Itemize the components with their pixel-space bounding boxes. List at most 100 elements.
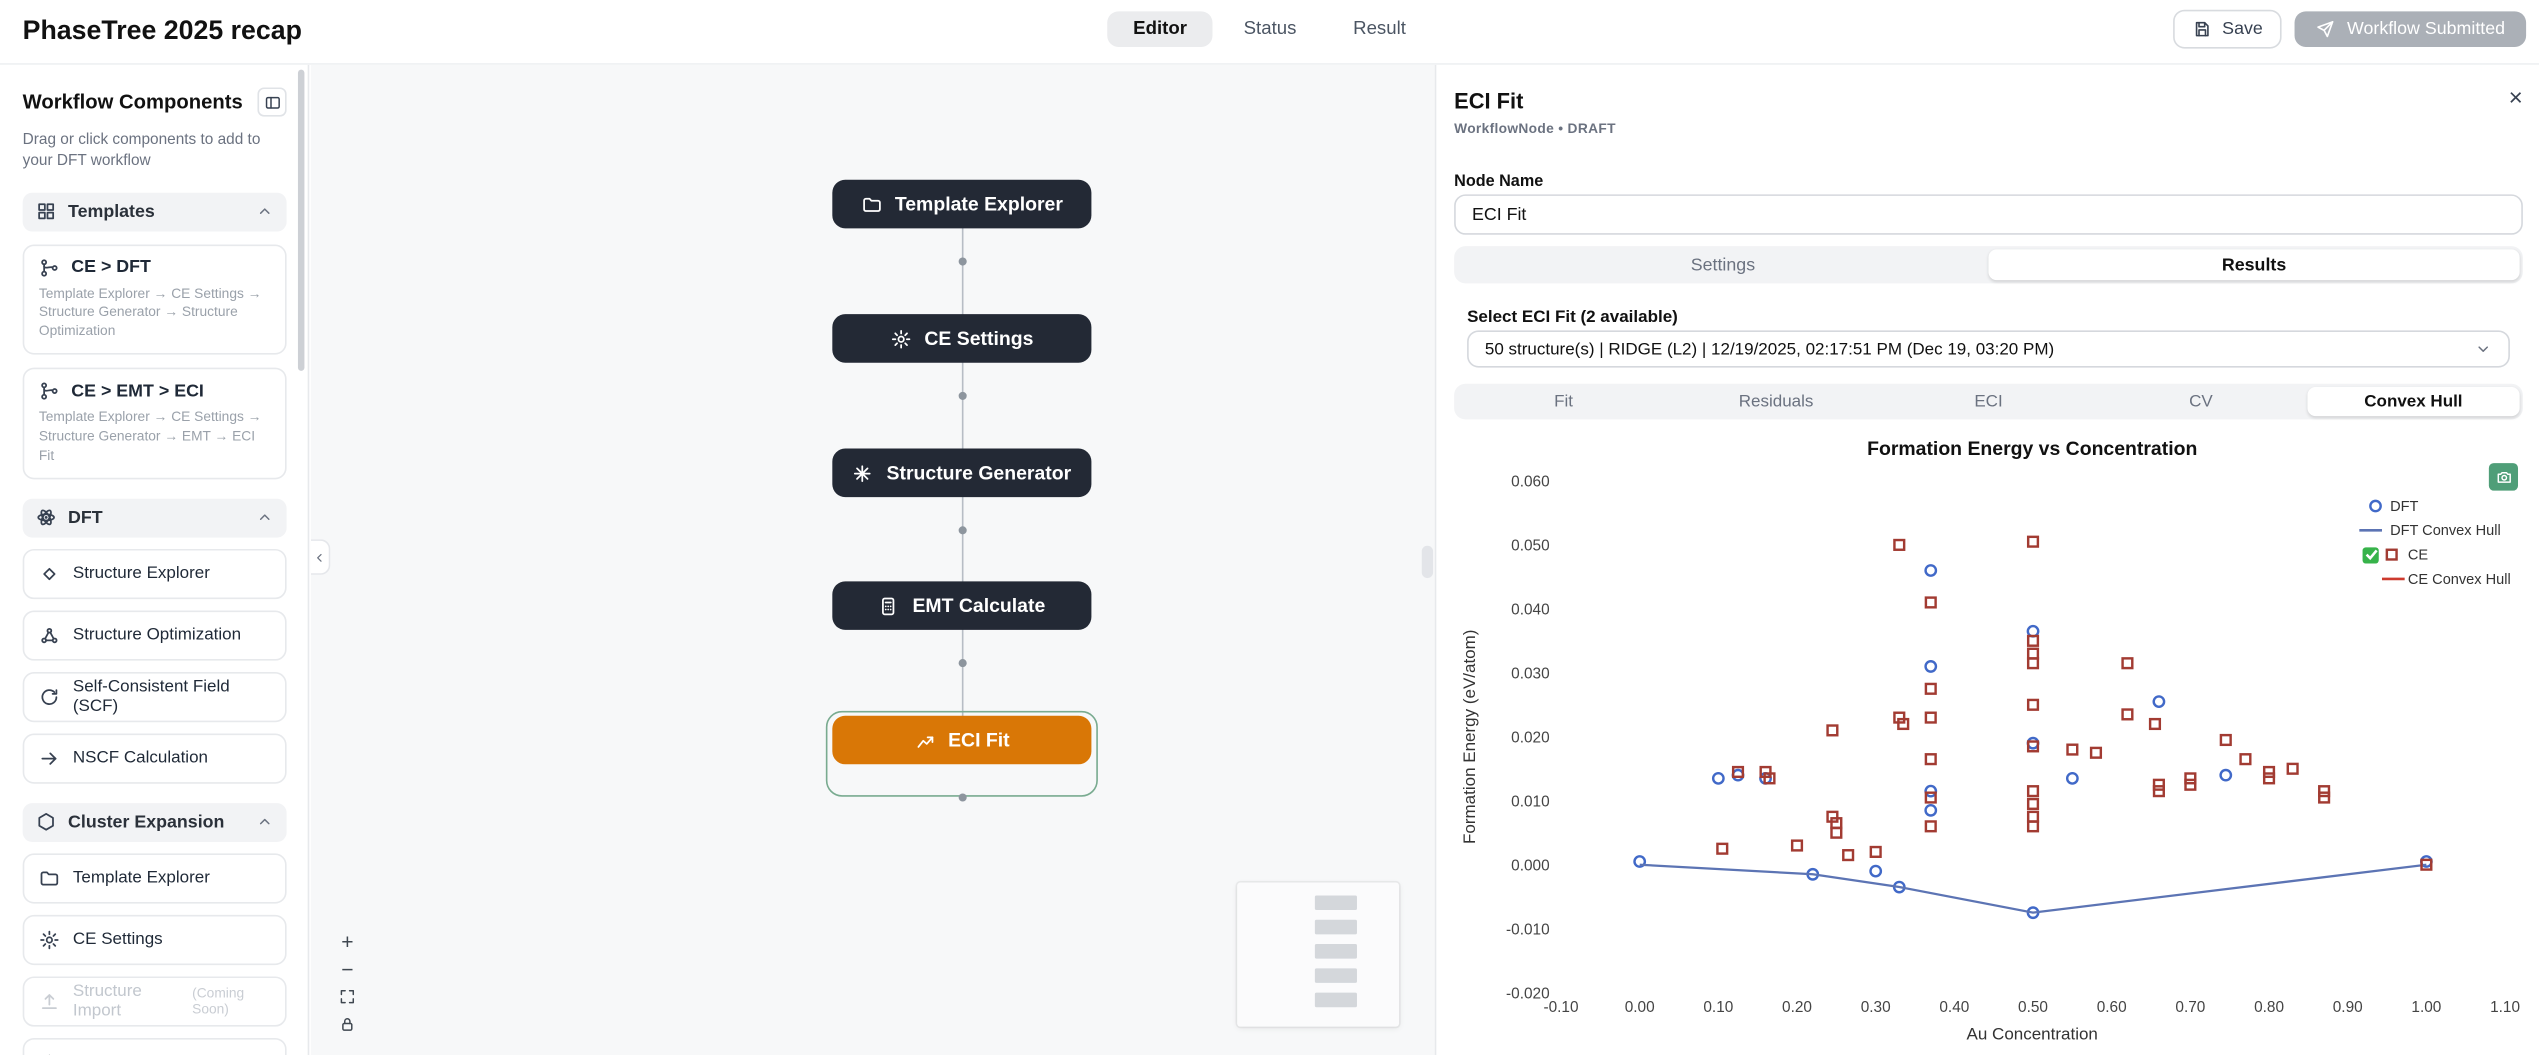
component-item-self-consistent-field-scf[interactable]: Self-Consistent Field (SCF) — [22, 671, 287, 723]
formation-energy-chart[interactable]: Formation Energy vs Concentration -0.10 0.… — [1436, 429, 2539, 1055]
dft-point — [1924, 660, 1938, 673]
component-item-structure-generator[interactable]: Structure Generator — [22, 1037, 287, 1055]
legend-label: DFT — [2390, 499, 2418, 515]
download-plot-button[interactable] — [2488, 463, 2519, 491]
tab-result[interactable]: Result — [1353, 19, 1406, 39]
template-card-ce-emt-eci[interactable]: CE > EMT > ECI Template Explorer → CE Set… — [22, 368, 287, 480]
template-card-ce-dft[interactable]: CE > DFT Template Explorer → CE Settings … — [22, 243, 287, 356]
component-item-structure-explorer[interactable]: Structure Explorer — [22, 548, 287, 600]
save-icon — [2193, 19, 2212, 38]
workflow-canvas[interactable]: + − Template Explorer CE Settings Structur… — [310, 64, 1435, 1055]
tab-status[interactable]: Status — [1243, 19, 1297, 39]
node-handle[interactable] — [958, 659, 967, 668]
ce-point — [1897, 717, 1910, 731]
workflow-submitted-button[interactable]: Workflow Submitted — [2295, 11, 2527, 47]
save-button[interactable]: Save — [2173, 9, 2283, 49]
workflow-node-eci-fit[interactable]: ECI Fit — [832, 715, 1092, 765]
result-tab-fit[interactable]: Fit — [1554, 391, 1574, 412]
result-tab-convex-hull[interactable]: Convex Hull — [2307, 387, 2520, 417]
ce-point — [1924, 753, 1937, 766]
section-header-templates[interactable]: Templates — [22, 192, 287, 231]
inspector-tabs: Settings Results — [1454, 246, 2523, 284]
sidebar-collapse-button[interactable] — [257, 87, 287, 117]
ce-point — [1924, 820, 1937, 833]
zoom-out-button[interactable]: − — [334, 957, 362, 980]
template-card-label: CE > DFT — [71, 257, 151, 278]
inspector-tab-settings[interactable]: Settings — [1690, 255, 1756, 275]
view-tabs: Editor Status Result — [1107, 11, 1432, 47]
component-item-ce-settings[interactable]: CE Settings — [22, 914, 287, 966]
workflow-node-structure-generator[interactable]: Structure Generator — [832, 448, 1092, 498]
dft-point — [1869, 864, 1883, 878]
fit-view-icon — [338, 987, 356, 1005]
ce-point — [2318, 785, 2331, 798]
ce-point — [2184, 772, 2197, 785]
ce-point — [2026, 820, 2040, 833]
zoom-in-button[interactable]: + — [334, 929, 362, 952]
chart-icon — [914, 729, 935, 750]
workflow-node-emt-calculate[interactable]: EMT Calculate — [832, 581, 1092, 630]
canvas-sidebar-toggle[interactable] — [310, 539, 331, 575]
ce-point — [2184, 778, 2197, 791]
minimap-node — [1314, 919, 1357, 935]
node-name-input[interactable] — [1454, 194, 2523, 235]
workflow-node-ce-settings[interactable]: CE Settings — [832, 314, 1092, 363]
node-handle[interactable] — [958, 391, 967, 400]
panel-resize-handle[interactable] — [1421, 545, 1434, 579]
close-button[interactable]: × — [2509, 84, 2523, 112]
legend-label: DFT Convex Hull — [2390, 523, 2501, 539]
legend-label: CE Convex Hull — [2408, 572, 2511, 588]
minimap-node — [1314, 968, 1357, 983]
node-handle[interactable] — [958, 526, 967, 535]
legend-checkbox — [2362, 547, 2379, 564]
component-item-template-explorer[interactable]: Template Explorer — [22, 853, 287, 904]
inspector-title: ECI Fit — [1454, 89, 1524, 114]
ce-point — [2262, 765, 2276, 779]
result-tab-cv[interactable]: CV — [2189, 391, 2213, 412]
canvas-controls: + − — [334, 929, 362, 1034]
result-tab-eci[interactable]: ECI — [1974, 391, 2003, 412]
section-header-dft[interactable]: DFT — [22, 498, 287, 538]
template-card-description: Template Explorer → CE Settings → Struct… — [38, 284, 262, 340]
node-handle[interactable] — [958, 793, 967, 802]
ce-point — [1763, 772, 1776, 785]
component-item-label: Structure Explorer — [72, 564, 210, 584]
calculator-icon — [878, 595, 899, 616]
chart-container: Formation Energy vs Concentration -0.10 0.… — [1436, 429, 2539, 1055]
ce-point — [2026, 785, 2040, 798]
eci-fit-select[interactable]: 50 structure(s) | RIDGE (L2) | 12/19/202… — [1467, 330, 2510, 368]
x-axis-title: Au Concentration — [1967, 1025, 2098, 1044]
component-item-structure-optimization[interactable]: Structure Optimization — [22, 610, 287, 661]
ce-point — [2152, 778, 2165, 791]
fit-view-button[interactable] — [334, 985, 362, 1008]
chevron-left-icon — [313, 550, 328, 565]
section-header-cluster-expansion[interactable]: Cluster Expansion — [22, 803, 287, 842]
result-tab-residuals[interactable]: Residuals — [1738, 391, 1814, 412]
lock-button[interactable] — [334, 1012, 362, 1035]
eci-fit-select-value: 50 structure(s) | RIDGE (L2) | 12/19/202… — [1484, 339, 2055, 359]
node-handle[interactable] — [958, 257, 967, 266]
ce-point — [1716, 842, 1729, 855]
upload-icon — [39, 991, 60, 1012]
ce-point — [2026, 698, 2040, 711]
y-axis-title: Formation Energy (eV/atom) — [1460, 630, 1479, 844]
tab-editor[interactable]: Editor — [1107, 11, 1213, 47]
component-item-nscf-calculation[interactable]: NSCF Calculation — [22, 733, 287, 784]
sidebar-scrollbar[interactable] — [297, 69, 305, 371]
plus-icon: + — [341, 928, 354, 953]
diamond-icon — [39, 563, 60, 584]
camera-icon — [2495, 468, 2513, 486]
minimap[interactable] — [1237, 882, 1400, 1027]
ce-point — [2026, 634, 2040, 647]
inspector-tab-results[interactable]: Results — [1988, 249, 2520, 281]
sidebar-subtitle: Drag or click components to add to your … — [22, 131, 261, 171]
grid-icon — [36, 201, 57, 222]
workflow-node-template-explorer[interactable]: Template Explorer — [832, 179, 1092, 229]
ce-point — [1924, 596, 1937, 609]
svg-text:0.10: 0.10 — [1703, 999, 1733, 1016]
ce-point — [1826, 724, 1839, 737]
component-item-label: Template Explorer — [72, 868, 210, 889]
gear-icon — [890, 328, 911, 349]
svg-text:0.040: 0.040 — [1511, 602, 1549, 619]
